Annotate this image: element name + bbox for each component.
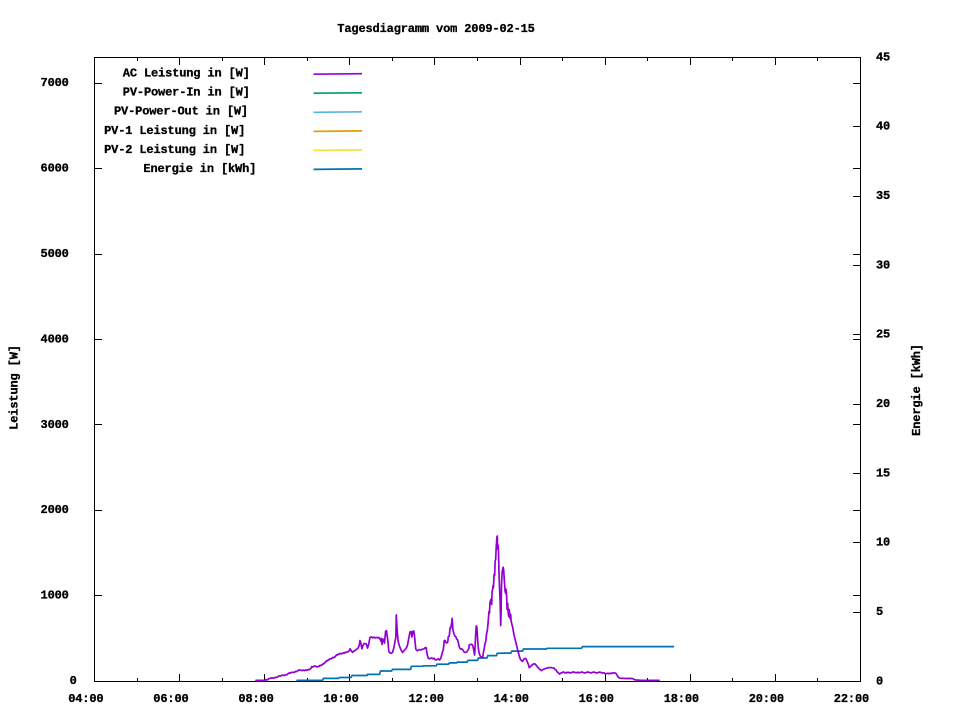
svg-text:20:00: 20:00	[749, 692, 784, 706]
svg-text:30: 30	[876, 258, 890, 272]
svg-text:10:00: 10:00	[323, 692, 358, 706]
svg-text:1000: 1000	[41, 589, 69, 603]
svg-text:Energie [kWh]: Energie [kWh]	[910, 344, 924, 436]
svg-text:14:00: 14:00	[494, 692, 529, 706]
svg-text:06:00: 06:00	[153, 692, 188, 706]
svg-text:PV-Power-Out in [W]: PV-Power-Out in [W]	[114, 105, 248, 119]
svg-text:5000: 5000	[41, 247, 69, 261]
svg-text:08:00: 08:00	[238, 692, 273, 706]
svg-text:45: 45	[876, 50, 890, 64]
svg-text:40: 40	[876, 120, 890, 134]
svg-text:Energie in [kWh]: Energie in [kWh]	[143, 162, 256, 176]
svg-text:0: 0	[876, 674, 883, 688]
svg-text:22:00: 22:00	[834, 692, 869, 706]
svg-text:5: 5	[876, 605, 883, 619]
svg-text:12:00: 12:00	[409, 692, 444, 706]
svg-text:PV-Power-In in [W]: PV-Power-In in [W]	[123, 86, 250, 100]
svg-text:PV-1 Leistung in [W]: PV-1 Leistung in [W]	[104, 124, 245, 138]
svg-text:18:00: 18:00	[664, 692, 699, 706]
svg-text:3000: 3000	[41, 418, 69, 432]
svg-text:2000: 2000	[41, 503, 69, 517]
svg-text:7000: 7000	[41, 76, 69, 90]
svg-text:Tagesdiagramm vom 2009-02-15: Tagesdiagramm vom 2009-02-15	[337, 22, 534, 36]
svg-text:0: 0	[70, 674, 77, 688]
svg-text:10: 10	[876, 536, 890, 550]
svg-text:15: 15	[876, 466, 890, 480]
svg-text:4000: 4000	[41, 332, 69, 346]
svg-text:PV-2 Leistung in [W]: PV-2 Leistung in [W]	[104, 143, 245, 157]
svg-text:35: 35	[876, 189, 890, 203]
svg-text:6000: 6000	[41, 161, 69, 175]
svg-text:16:00: 16:00	[579, 692, 614, 706]
svg-text:25: 25	[876, 328, 890, 342]
svg-text:04:00: 04:00	[68, 692, 103, 706]
svg-text:Leistung [W]: Leistung [W]	[8, 345, 22, 430]
svg-text:AC Leistung in [W]: AC Leistung in [W]	[123, 67, 250, 81]
svg-text:20: 20	[876, 397, 890, 411]
